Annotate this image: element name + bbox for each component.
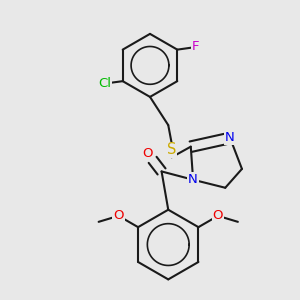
Text: N: N — [225, 131, 235, 145]
Text: S: S — [167, 142, 176, 158]
Text: O: O — [142, 147, 153, 160]
Text: F: F — [192, 40, 199, 53]
Text: N: N — [188, 173, 198, 186]
Text: O: O — [213, 209, 223, 222]
Text: O: O — [113, 209, 124, 222]
Text: Cl: Cl — [98, 77, 111, 90]
